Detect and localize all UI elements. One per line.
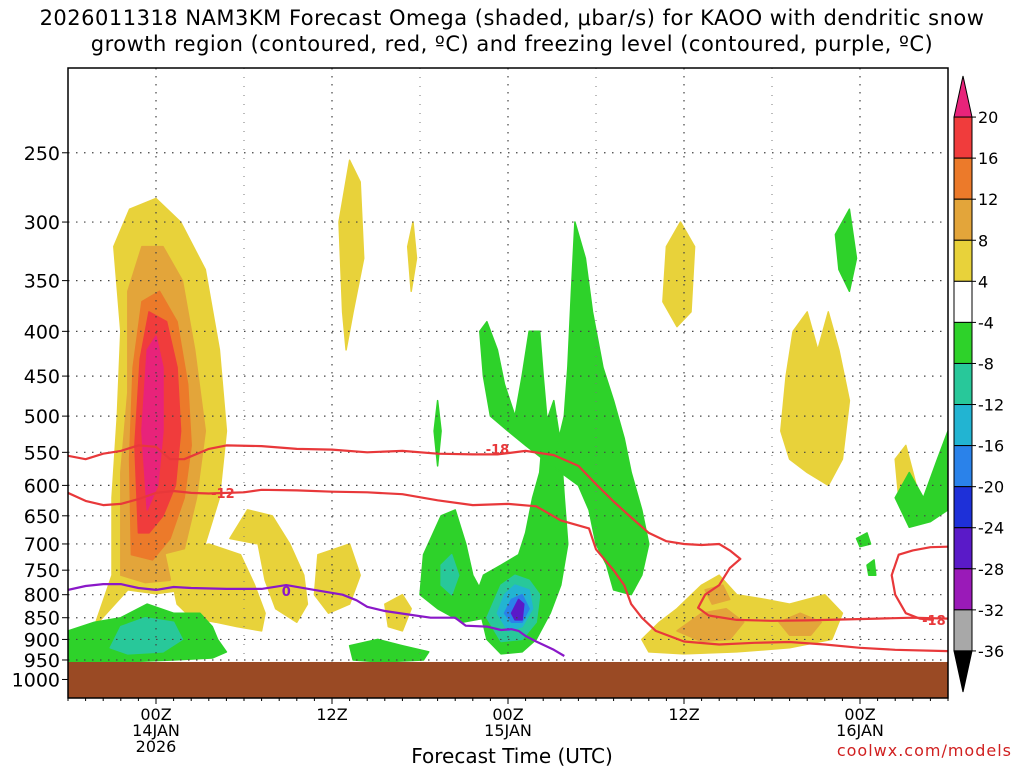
- colorbar-label: -32: [978, 601, 1004, 620]
- colorbar-label: 12: [978, 190, 998, 209]
- colorbar-label: -8: [978, 354, 994, 373]
- colorbar-swatch: [953, 280, 973, 323]
- dgz-contour: [68, 488, 948, 653]
- x-tick-label: 2026: [136, 737, 177, 756]
- colorbar-swatch: [953, 527, 973, 570]
- colorbar-label: 8: [978, 231, 988, 250]
- omega-region: [866, 559, 877, 576]
- omega-region: [855, 532, 872, 548]
- colorbar-arrow-top: [953, 75, 973, 118]
- x-tick-label: 14JAN: [132, 721, 180, 740]
- colorbar-swatch: [953, 486, 973, 529]
- omega-region: [109, 616, 184, 655]
- y-tick-label: 650: [24, 506, 60, 528]
- plot-area: -18 -12 -18 0: [68, 68, 948, 698]
- x-tick-label: 15JAN: [484, 721, 532, 740]
- y-tick-label: 700: [24, 534, 60, 556]
- x-tick-label: 16JAN: [836, 721, 884, 740]
- y-tick-label: 900: [24, 629, 60, 651]
- y-tick-label: 400: [24, 321, 60, 343]
- freezing-level-contour: [68, 582, 565, 657]
- colorbar-swatch: [953, 445, 973, 488]
- y-tick-label: 550: [24, 442, 60, 464]
- colorbar-swatch: [953, 116, 973, 159]
- colorbar-label: -16: [978, 437, 1004, 456]
- chart-title-line1: 2026011318 NAM3KM Forecast Omega (shaded…: [39, 6, 985, 30]
- omega-region: [676, 607, 745, 643]
- omega-region: [641, 574, 844, 655]
- omega-region: [780, 311, 851, 487]
- y-tick-label: 500: [24, 406, 60, 428]
- y-tick-label: 600: [24, 475, 60, 497]
- colorbar-label: -36: [978, 642, 1004, 661]
- dgz-contour-label: -18: [922, 614, 946, 629]
- y-tick-label: 250: [24, 143, 60, 165]
- dgz-contour-label: -12: [211, 487, 235, 502]
- colorbar: 20 16 12 8 4 -4 -8 -12 -16 -20 -24 -28 -32 -36: [953, 75, 1004, 693]
- colorbar-arrow-bottom: [953, 650, 973, 693]
- omega-region: [479, 221, 650, 596]
- colorbar-swatch: [953, 157, 973, 200]
- y-tick-label: 800: [24, 585, 60, 607]
- omega-region: [440, 553, 460, 596]
- omega-region: [313, 543, 361, 614]
- omega-region: [510, 598, 525, 621]
- colorbar-label: 20: [978, 108, 998, 127]
- y-tick-label: 300: [24, 212, 60, 234]
- freezing-level-contour-label: 0: [282, 585, 291, 600]
- x-tick-label: 00Z: [492, 705, 523, 724]
- colorbar-swatch: [953, 404, 973, 447]
- colorbar-swatch: [953, 198, 973, 241]
- y-tick-label: 750: [24, 560, 60, 582]
- colorbar-label: -24: [978, 519, 1004, 538]
- omega-region: [834, 208, 858, 293]
- colorbar-label: 16: [978, 149, 998, 168]
- colorbar-swatch: [953, 568, 973, 611]
- colorbar-swatch: [953, 362, 973, 406]
- x-axis-label: Forecast Time (UTC): [411, 744, 613, 768]
- dgz-contour-label: -18: [486, 443, 510, 458]
- omega-region: [338, 159, 365, 351]
- omega-region: [778, 612, 823, 636]
- y-tick-label: 1000: [12, 669, 60, 691]
- colorbar-swatch: [953, 321, 973, 364]
- x-tick-label: 00Z: [844, 705, 875, 724]
- x-tick-label: 12Z: [668, 705, 699, 724]
- y-tick-label: 850: [24, 608, 60, 630]
- colorbar-label: -4: [978, 313, 994, 332]
- y-tick-label: 450: [24, 366, 60, 388]
- omega-region: [662, 221, 696, 328]
- colorbar-swatch: [953, 239, 973, 282]
- colorbar-label: -12: [978, 396, 1004, 415]
- omega-region: [406, 221, 418, 293]
- y-tick-label: 350: [24, 271, 60, 293]
- y-tick-label: 950: [24, 650, 60, 672]
- omega-region: [348, 638, 430, 663]
- dgz-contour: [890, 545, 948, 621]
- ground-terrain: [68, 661, 948, 698]
- colorbar-label: 4: [978, 272, 988, 291]
- dgz-contour: [68, 444, 948, 622]
- omega-region: [141, 335, 164, 511]
- omega-region: [894, 430, 948, 529]
- x-tick-label: 00Z: [140, 705, 171, 724]
- colorbar-label: -20: [978, 478, 1004, 497]
- x-tick-label: 12Z: [316, 705, 347, 724]
- omega-region: [433, 399, 442, 467]
- colorbar-label: -28: [978, 560, 1004, 579]
- colorbar-swatch: [953, 609, 973, 652]
- source-credit-link[interactable]: coolwx.com/models: [836, 741, 1012, 760]
- chart-title-line2: growth region (contoured, red, ºC) and f…: [90, 32, 934, 56]
- omega-region: [229, 509, 309, 623]
